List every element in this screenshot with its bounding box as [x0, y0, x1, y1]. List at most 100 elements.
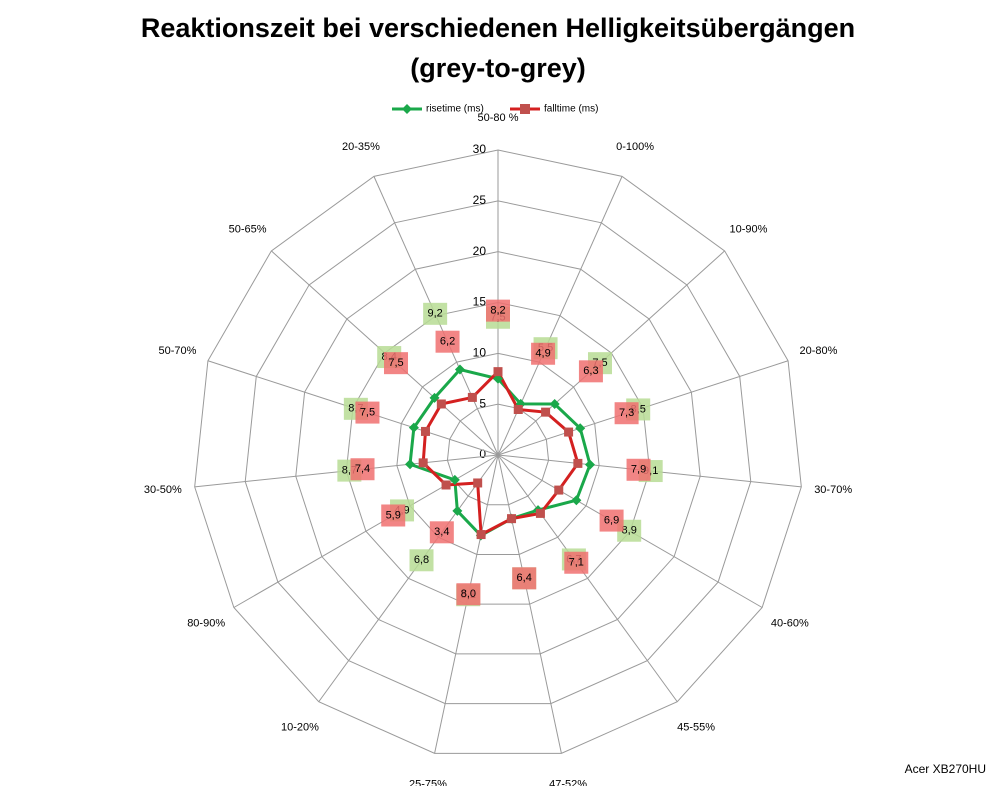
point: [573, 458, 583, 468]
point: [493, 373, 503, 384]
value-label-box: [435, 330, 460, 353]
point: [408, 422, 419, 433]
grid-ring: [194, 149, 802, 754]
value-label: 8,9: [622, 525, 637, 537]
grid-ring: [446, 403, 550, 506]
value-label: 5,9: [386, 509, 401, 521]
value-label: 6,9: [604, 514, 619, 526]
spoke: [318, 454, 499, 703]
category-label: 50-65%: [229, 223, 267, 235]
point: [420, 426, 430, 436]
value-label: 6,3: [583, 365, 598, 377]
legend-marker: [402, 104, 412, 114]
value-label-box: [531, 342, 556, 365]
point: [449, 474, 460, 485]
point: [541, 407, 551, 417]
category-label: 25-75%: [409, 779, 447, 786]
value-label-box: [423, 302, 448, 325]
value-label-box: [355, 401, 380, 424]
value-label: 7,5: [388, 357, 403, 369]
spoke: [497, 454, 562, 754]
point: [575, 423, 586, 434]
value-label-box: [429, 521, 454, 544]
value-label-box: [456, 583, 481, 606]
value-label: 3,4: [434, 526, 449, 538]
point: [493, 367, 503, 377]
value-label: 6,4: [517, 572, 532, 584]
point: [507, 514, 517, 524]
value-label: 9,2: [427, 308, 442, 320]
category-label: 30-70%: [814, 484, 852, 496]
point: [467, 392, 477, 402]
point: [405, 459, 416, 470]
point: [554, 485, 564, 495]
r-tick-label: 5: [479, 396, 486, 410]
r-tick-label: 25: [473, 193, 487, 207]
value-label-box: [614, 402, 639, 425]
point: [549, 398, 560, 409]
point: [564, 427, 574, 437]
point: [418, 458, 428, 468]
point: [473, 478, 483, 488]
r-tick-label: 15: [473, 295, 487, 309]
r-tick-label: 10: [473, 346, 487, 360]
r-tick-label: 20: [473, 244, 487, 258]
value-label-box: [512, 567, 537, 590]
category-label: 20-35%: [342, 141, 380, 153]
spoke: [497, 454, 678, 703]
category-label: 20-80%: [800, 345, 838, 357]
point: [441, 480, 451, 490]
category-label: 45-55%: [677, 722, 715, 734]
r-tick-label: 30: [473, 142, 487, 156]
value-label-box: [578, 360, 603, 383]
point: [571, 495, 582, 506]
value-label-box: [564, 551, 589, 574]
value-label: 6,8: [414, 554, 429, 566]
grid-ring: [295, 251, 701, 655]
category-label: 10-20%: [281, 722, 319, 734]
category-label: 80-90%: [187, 617, 225, 629]
category-label: 47-52%: [549, 779, 587, 786]
value-label: 7,5: [360, 406, 375, 418]
category-label: 40-60%: [771, 617, 809, 629]
value-label: 8,2: [490, 305, 505, 317]
category-label: 50-80 %: [478, 112, 519, 124]
chart-subtitle: (grey-to-grey): [410, 53, 586, 83]
value-label-box: [350, 458, 375, 481]
source-note: Acer XB270HU: [905, 762, 986, 776]
series-line: [421, 369, 580, 537]
category-label: 10-90%: [729, 223, 767, 235]
value-label: 7,4: [355, 463, 370, 475]
point: [585, 459, 596, 470]
point: [513, 404, 523, 414]
value-label-box: [599, 509, 624, 532]
category-label: 0-100%: [616, 141, 654, 153]
value-label-box: [384, 352, 409, 375]
category-label: 30-50%: [144, 484, 182, 496]
value-label-box: [626, 458, 651, 481]
value-label: 4,9: [535, 348, 550, 360]
value-label-box: [381, 504, 406, 527]
point: [535, 508, 545, 518]
value-label: 7,9: [631, 464, 646, 476]
grid-ring: [244, 200, 752, 705]
grid-ring: [345, 301, 651, 605]
value-label: 8,0: [461, 588, 476, 600]
grid-ring: [396, 352, 600, 555]
chart-title: Reaktionszeit bei verschiedenen Helligke…: [141, 13, 855, 43]
value-label-box: [409, 549, 434, 572]
legend-label: risetime (ms): [426, 104, 484, 115]
value-label: 6,2: [440, 336, 455, 348]
value-label: 7,3: [619, 407, 634, 419]
point: [476, 530, 486, 540]
legend-label: falltime (ms): [544, 104, 598, 115]
r-tick-label: 0: [479, 447, 486, 461]
point: [454, 364, 465, 375]
point: [436, 399, 446, 409]
value-label-box: [486, 299, 510, 322]
point: [452, 505, 463, 516]
value-label: 7,1: [569, 557, 584, 569]
category-label: 50-70%: [159, 345, 197, 357]
legend-marker: [520, 104, 530, 114]
